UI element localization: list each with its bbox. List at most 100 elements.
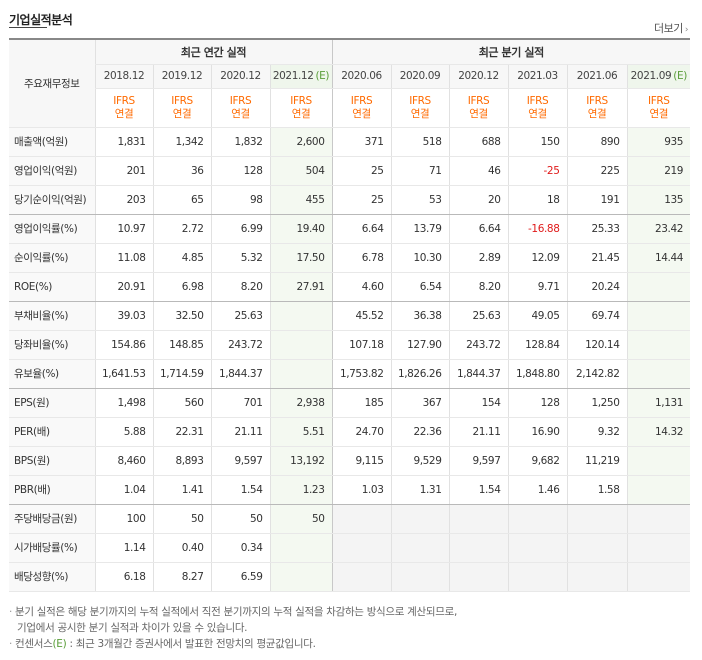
table-cell: 504 bbox=[269, 156, 332, 186]
table-cell: 9,597 bbox=[210, 446, 270, 476]
table-cell: 22.31 bbox=[152, 417, 211, 447]
table-cell: 107.18 bbox=[331, 330, 391, 360]
table-cell: 21.11 bbox=[448, 417, 508, 447]
table-cell: 36.38 bbox=[390, 301, 449, 331]
table-cell: 219 bbox=[626, 156, 691, 186]
table-cell: 8.27 bbox=[152, 562, 211, 592]
table-cell: 701 bbox=[210, 388, 270, 418]
table-row: 당기순이익(억원) 203 65 98 455 25 53 20 18 191 135 bbox=[9, 185, 691, 215]
table-cell: 46 bbox=[448, 156, 508, 186]
table-cell: 53 bbox=[390, 185, 449, 215]
table-cell: 9,682 bbox=[507, 446, 567, 476]
basis-header: IFRS 연결 bbox=[507, 88, 567, 128]
table-cell: 17.50 bbox=[269, 243, 332, 273]
table-cell: 24.70 bbox=[331, 417, 391, 447]
row-label: BPS(원) bbox=[9, 446, 95, 476]
basis-header: IFRS 연결 bbox=[210, 88, 270, 128]
group-quarter-header: 최근 분기 실적 bbox=[331, 39, 691, 65]
table-cell: 2,938 bbox=[269, 388, 332, 418]
table-cell: 367 bbox=[390, 388, 449, 418]
table-cell: 45.52 bbox=[331, 301, 391, 331]
row-label: 배당성향(%) bbox=[9, 562, 95, 592]
table-cell: 23.42 bbox=[626, 214, 691, 244]
table-cell: 225 bbox=[566, 156, 627, 186]
table-cell bbox=[626, 504, 691, 534]
title-underline bbox=[9, 27, 47, 28]
table-cell bbox=[566, 533, 627, 563]
chevron-right-icon: › bbox=[684, 25, 689, 35]
table-cell: 9.32 bbox=[566, 417, 627, 447]
table-cell: 100 bbox=[94, 504, 153, 534]
table-cell: 1,641.53 bbox=[94, 359, 153, 389]
table-cell: 1,250 bbox=[566, 388, 627, 418]
row-label: 유보율(%) bbox=[9, 359, 95, 389]
table-cell: 2,142.82 bbox=[566, 359, 627, 389]
table-cell: 32.50 bbox=[152, 301, 211, 331]
table-cell: 0.34 bbox=[210, 533, 270, 563]
table-cell: 36 bbox=[152, 156, 211, 186]
table-cell: 19.40 bbox=[269, 214, 332, 244]
table-cell bbox=[331, 533, 391, 563]
table-cell: 25.63 bbox=[448, 301, 508, 331]
more-link[interactable]: 더보기 › bbox=[654, 20, 689, 36]
table-cell: 6.98 bbox=[152, 272, 211, 302]
table-cell: 518 bbox=[390, 127, 449, 157]
table-cell: 27.91 bbox=[269, 272, 332, 302]
basis-header: IFRS 연결 bbox=[566, 88, 627, 128]
financial-table: 주요재무정보 최근 연간 실적 최근 분기 실적 2018.12 2019.12 2… bbox=[9, 38, 691, 592]
table-cell bbox=[626, 301, 691, 331]
table-cell: 243.72 bbox=[210, 330, 270, 360]
table-cell: 185 bbox=[331, 388, 391, 418]
table-cell: 890 bbox=[566, 127, 627, 157]
table-cell: 2.72 bbox=[152, 214, 211, 244]
table-cell: 1,342 bbox=[152, 127, 211, 157]
row-label: PBR(배) bbox=[9, 475, 95, 505]
table-cell: 2.89 bbox=[448, 243, 508, 273]
table-cell: 10.30 bbox=[390, 243, 449, 273]
period-header: 2018.12 bbox=[94, 64, 153, 89]
table-cell: 0.40 bbox=[152, 533, 211, 563]
table-cell bbox=[269, 533, 332, 563]
table-cell: 6.54 bbox=[390, 272, 449, 302]
basis-header: IFRS 연결 bbox=[390, 88, 449, 128]
table-cell: 128.84 bbox=[507, 330, 567, 360]
group-annual-header: 최근 연간 실적 bbox=[94, 39, 332, 65]
table-cell: 455 bbox=[269, 185, 332, 215]
basis-header: IFRS 연결 bbox=[152, 88, 211, 128]
table-cell bbox=[566, 562, 627, 592]
table-cell: 1.31 bbox=[390, 475, 449, 505]
table-cell bbox=[626, 562, 691, 592]
table-row: 매출액(억원) 1,831 1,342 1,832 2,600 371 518 688 150 8… bbox=[9, 127, 691, 157]
table-cell bbox=[269, 330, 332, 360]
period-header: 2021.09 (E) bbox=[626, 64, 691, 89]
table-cell: 4.85 bbox=[152, 243, 211, 273]
row-label: 시가배당률(%) bbox=[9, 533, 95, 563]
table-cell bbox=[448, 562, 508, 592]
table-cell: 1,844.37 bbox=[210, 359, 270, 389]
table-cell: 1.46 bbox=[507, 475, 567, 505]
table-row: 당좌비율(%) 154.86 148.85 243.72 107.18 127.90 243… bbox=[9, 330, 691, 360]
footnote-1: · 분기 실적은 해당 분기까지의 누적 실적에서 직전 분기까지의 누적 실적을… bbox=[9, 606, 458, 618]
table-row: 순이익률(%) 11.08 4.85 5.32 17.50 6.78 10.30 2.89 12… bbox=[9, 243, 691, 273]
row-label: 당좌비율(%) bbox=[9, 330, 95, 360]
row-label: 영업이익률(%) bbox=[9, 214, 95, 244]
table-cell: 1.54 bbox=[210, 475, 270, 505]
estimate-mark: (E) bbox=[673, 70, 687, 82]
table-cell: 120.14 bbox=[566, 330, 627, 360]
more-label: 더보기 bbox=[654, 22, 683, 35]
table-cell: 6.18 bbox=[94, 562, 153, 592]
table-cell: 9,529 bbox=[390, 446, 449, 476]
table-row: 배당성향(%) 6.18 8.27 6.59 bbox=[9, 562, 691, 592]
table-cell: 5.88 bbox=[94, 417, 153, 447]
basis-header: IFRS 연결 bbox=[269, 88, 332, 128]
table-cell: 9.71 bbox=[507, 272, 567, 302]
period-header: 2021.03 bbox=[507, 64, 567, 89]
table-cell: 135 bbox=[626, 185, 691, 215]
table-cell: 20 bbox=[448, 185, 508, 215]
footnote-1-cont: 기업에서 공시한 분기 실적과 차이가 있을 수 있습니다. bbox=[17, 622, 248, 634]
table-cell: 9,597 bbox=[448, 446, 508, 476]
table-cell: 560 bbox=[152, 388, 211, 418]
table-cell: 1,131 bbox=[626, 388, 691, 418]
period-header: 2021.12 (E) bbox=[269, 64, 332, 89]
table-cell: 25.33 bbox=[566, 214, 627, 244]
